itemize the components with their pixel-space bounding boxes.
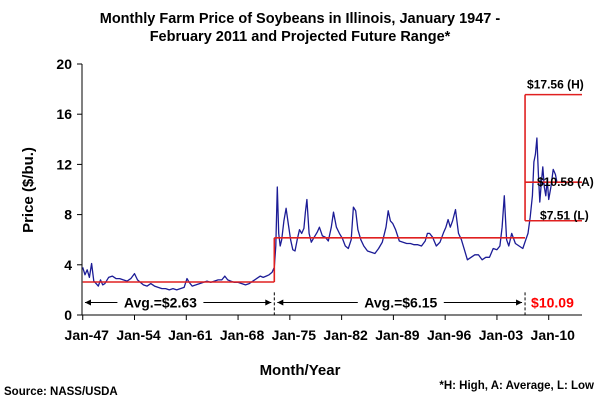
y-axis-title: Price ($/bu.): [20, 147, 37, 233]
average-label-1947-1972-background: [117, 293, 204, 311]
projected-low-label: $7.51 (L): [540, 209, 589, 223]
y-tick-label: 20: [56, 56, 72, 72]
period-2-arrow-right-head: [516, 299, 523, 306]
x-tick-label: Jan-75: [272, 327, 317, 343]
price-series-line: [82, 137, 558, 291]
current-price-label: $10.09: [531, 294, 574, 310]
x-tick-label: Jan-89: [375, 327, 420, 343]
x-tick-label: Jan-47: [65, 327, 110, 343]
period-2-arrow-left-head: [277, 299, 284, 306]
projected-average-label: $10.58 (A): [537, 175, 594, 189]
period-1-arrow-right-head: [265, 299, 272, 306]
x-tick-label: Jan-03: [479, 327, 524, 343]
chart-title: Monthly Farm Price of Soybeans in Illino…: [0, 10, 600, 46]
footnote: *H: High, A: Average, L: Low: [439, 380, 594, 392]
x-tick-label: Jan-82: [323, 327, 368, 343]
source-note: Source: NASS/USDA: [4, 386, 118, 398]
projected-high-label: $17.56 (H): [527, 78, 584, 92]
x-tick-label: Jan-68: [220, 327, 265, 343]
x-tick-label: Jan-10: [531, 327, 576, 343]
y-tick-label: 4: [64, 257, 72, 273]
y-tick-label: 16: [56, 106, 72, 122]
x-axis-title: Month/Year: [260, 362, 341, 379]
y-tick-label: 12: [56, 156, 72, 172]
average-label-1973-2006: Avg.=$6.15: [364, 294, 437, 310]
x-tick-label: Jan-96: [427, 327, 472, 343]
average-label-1973-2006-background: [357, 293, 444, 311]
period-1-arrow-left-head: [84, 299, 91, 306]
x-tick-label: Jan-54: [116, 327, 161, 343]
average-label-1947-1972: Avg.=$2.63: [124, 294, 197, 310]
y-tick-label: 0: [64, 307, 72, 323]
x-tick-label: Jan-61: [168, 327, 213, 343]
chart-title-line-2: February 2011 and Projected Future Range…: [149, 29, 451, 45]
chart-title-line-1: Monthly Farm Price of Soybeans in Illino…: [99, 11, 501, 27]
y-tick-label: 8: [64, 207, 72, 223]
